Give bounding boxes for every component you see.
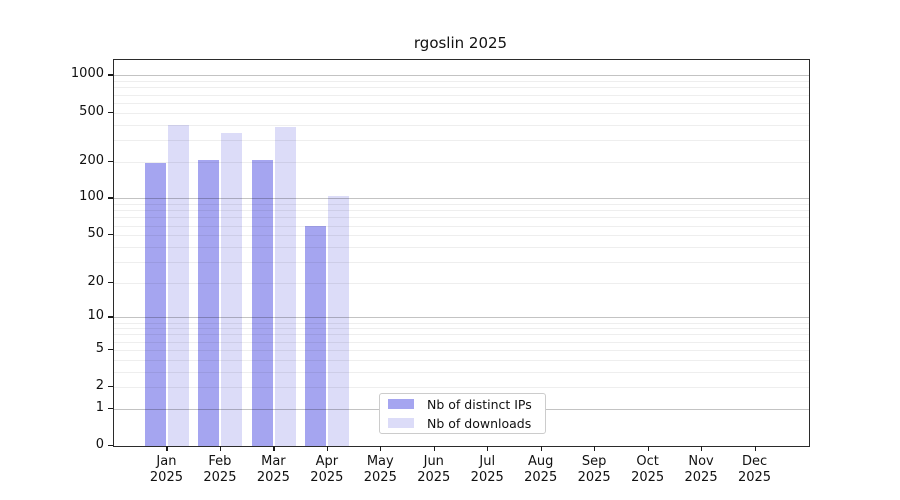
legend: Nb of distinct IPs Nb of downloads	[379, 393, 546, 434]
gridline-minor	[114, 112, 809, 114]
y-axis-tick-label: 0	[95, 437, 104, 452]
x-axis-tick	[326, 446, 329, 451]
gridline-minor	[114, 282, 809, 284]
gridline-minor	[114, 341, 809, 343]
gridline-minor	[114, 246, 809, 248]
gridline-minor	[114, 139, 809, 141]
y-axis-tick-label: 1000	[70, 66, 104, 82]
bar-nb-of-downloads-apr	[328, 195, 350, 446]
bar-nb-of-distinct-ips-feb	[198, 159, 220, 446]
bar-nb-of-distinct-ips-apr	[305, 225, 327, 446]
x-axis-tick	[487, 446, 489, 451]
y-axis-tick	[108, 111, 113, 113]
bar-nb-of-distinct-ips-jan	[144, 162, 166, 446]
gridline-minor	[114, 235, 809, 237]
y-axis-tick	[108, 407, 113, 409]
legend-swatch-downloads-icon	[388, 418, 414, 428]
gridline-minor	[114, 349, 809, 351]
legend-label-distinct-ips: Nb of distinct IPs	[427, 396, 532, 412]
gridline-major	[114, 198, 809, 200]
bar-nb-of-downloads-feb	[221, 133, 243, 446]
x-axis-tick	[166, 446, 168, 451]
x-axis-tick-label: Mar 2025	[256, 454, 290, 485]
y-axis-tick-label: 20	[87, 273, 104, 289]
gridline-major	[114, 317, 809, 319]
gridline-minor	[114, 102, 809, 104]
gridline-minor	[114, 359, 809, 361]
x-axis-tick	[594, 446, 596, 451]
gridline-minor	[114, 225, 809, 227]
bar-nb-of-distinct-ips-mar	[251, 160, 273, 446]
gridline-minor	[114, 94, 809, 96]
gridline-minor	[114, 371, 809, 373]
y-axis-tick	[108, 234, 113, 236]
bar-nb-of-downloads-mar	[274, 127, 296, 446]
x-axis-tick-label: Nov 2025	[684, 454, 718, 485]
y-axis-tick-label: 5	[95, 340, 104, 356]
y-axis-tick-label: 500	[79, 103, 104, 119]
x-axis-tick	[219, 446, 222, 451]
gridline-minor	[114, 210, 809, 212]
x-axis-tick-label: Apr 2025	[310, 454, 344, 485]
y-axis-tick	[108, 386, 113, 388]
gridline-minor	[114, 322, 809, 324]
y-axis-tick-label: 1	[95, 399, 104, 415]
y-axis-tick-label: 10	[87, 308, 104, 324]
x-axis-tick-label: Oct 2025	[631, 454, 665, 485]
x-axis-tick	[433, 446, 435, 451]
x-axis-tick-label: May 2025	[363, 454, 397, 485]
gridline-minor	[114, 334, 809, 336]
y-axis-tick	[108, 348, 113, 351]
gridline-minor	[114, 217, 809, 219]
gridline-minor	[114, 81, 809, 83]
x-axis-tick-label: Jul 2025	[470, 454, 504, 485]
y-axis-tick	[108, 281, 113, 283]
gridline-minor	[114, 124, 809, 126]
x-axis-tick	[647, 446, 649, 451]
plot-area	[113, 59, 810, 447]
gridline-minor	[114, 204, 809, 206]
legend-item-downloads: Nb of downloads	[384, 415, 541, 431]
x-axis-tick-label: Sep 2025	[577, 454, 611, 485]
legend-item-distinct-ips: Nb of distinct IPs	[384, 396, 541, 412]
y-axis-tick-label: 200	[79, 152, 104, 168]
gridline-minor	[114, 328, 809, 330]
gridline-minor	[114, 87, 809, 89]
y-axis-tick	[108, 74, 113, 76]
x-axis-tick-label: Jan 2025	[149, 454, 183, 485]
chart-title: rgoslin 2025	[413, 34, 508, 52]
x-axis-tick-label: Jun 2025	[417, 454, 451, 485]
x-axis-tick-label: Aug 2025	[524, 454, 558, 485]
bar-nb-of-downloads-jan	[167, 125, 189, 446]
y-axis-tick	[108, 197, 113, 199]
x-axis-tick	[540, 446, 542, 451]
x-axis-tick-label: Feb 2025	[203, 454, 237, 485]
y-axis-tick-label: 100	[79, 189, 104, 205]
gridline-minor	[114, 261, 809, 263]
x-axis-tick	[701, 446, 703, 451]
gridline-minor	[114, 161, 809, 163]
gridline-minor	[114, 387, 809, 389]
x-axis-tick	[273, 446, 275, 451]
y-axis-tick	[108, 316, 113, 318]
legend-swatch-distinct-ips-icon	[388, 399, 414, 409]
x-axis-tick-label: Dec 2025	[737, 454, 772, 485]
y-axis-tick	[108, 160, 113, 162]
x-axis-tick	[754, 446, 756, 451]
legend-label-downloads: Nb of downloads	[427, 415, 532, 431]
gridline-major	[114, 75, 809, 77]
x-axis-tick	[380, 446, 382, 451]
y-axis-tick-label: 2	[95, 378, 104, 394]
y-axis-tick-label: 50	[87, 226, 104, 242]
y-axis-tick	[108, 445, 113, 447]
